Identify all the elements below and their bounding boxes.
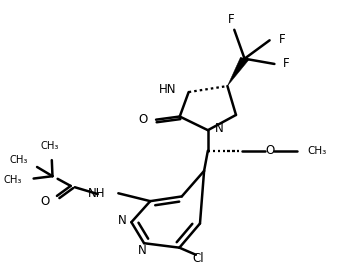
- Text: CH₃: CH₃: [41, 141, 59, 151]
- Text: F: F: [283, 57, 290, 70]
- Text: F: F: [228, 13, 234, 25]
- Text: Cl: Cl: [193, 252, 204, 266]
- Text: O: O: [41, 195, 50, 208]
- Text: F: F: [279, 33, 285, 46]
- Text: NH: NH: [88, 187, 105, 199]
- Text: N: N: [138, 244, 147, 257]
- Text: N: N: [215, 122, 223, 135]
- Text: O: O: [265, 144, 274, 157]
- Text: HN: HN: [159, 83, 177, 96]
- Text: CH₃: CH₃: [307, 146, 327, 156]
- Text: CH₃: CH₃: [4, 174, 22, 185]
- Text: CH₃: CH₃: [10, 155, 28, 165]
- Polygon shape: [227, 57, 249, 86]
- Text: O: O: [139, 113, 148, 126]
- Text: N: N: [118, 214, 126, 227]
